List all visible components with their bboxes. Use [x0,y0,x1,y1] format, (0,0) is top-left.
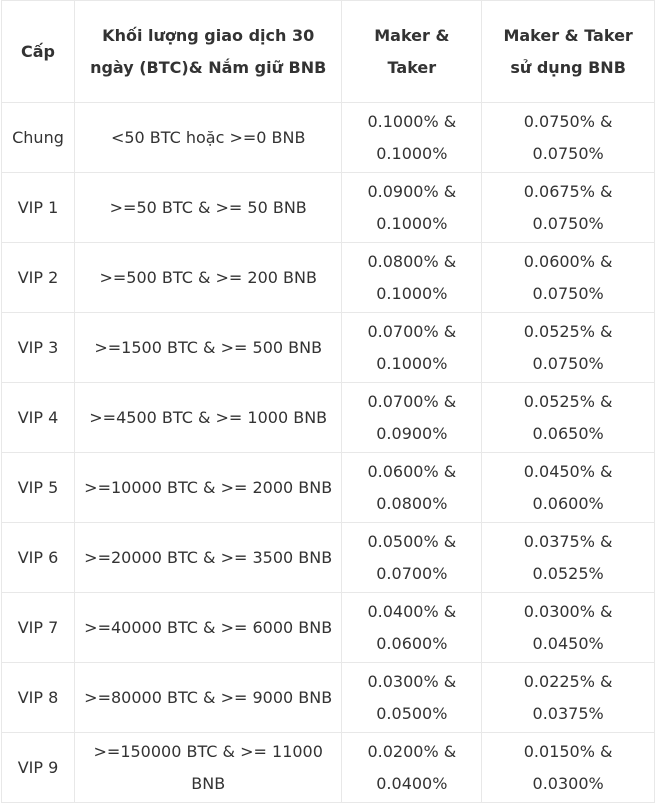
cell-maker-taker-bnb: 0.0750% & 0.0750% [481,102,655,173]
cell-maker-taker-bnb: 0.0675% & 0.0750% [481,172,655,243]
cell-volume-holding: >=20000 BTC & >= 3500 BNB [73,522,343,593]
cell-maker-taker-bnb: 0.0375% & 0.0525% [481,522,655,593]
table-row: VIP 9 >=150000 BTC & >= 11000 BNB 0.0200% … [1,732,655,803]
cell-tier: VIP 8 [1,662,75,733]
cell-tier: VIP 7 [1,592,75,663]
cell-maker-taker: 0.0800% & 0.1000% [341,242,483,313]
cell-maker-taker-bnb: 0.0600% & 0.0750% [481,242,655,313]
table-row: VIP 3 >=1500 BTC & >= 500 BNB 0.0700% & 0.… [1,312,655,383]
cell-maker-taker-bnb: 0.0150% & 0.0300% [481,732,655,803]
cell-maker-taker-bnb: 0.0525% & 0.0750% [481,312,655,383]
cell-maker-taker: 0.0600% & 0.0800% [341,452,483,523]
cell-maker-taker-bnb: 0.0225% & 0.0375% [481,662,655,733]
cell-maker-taker-bnb: 0.0525% & 0.0650% [481,382,655,453]
cell-volume-holding: >=10000 BTC & >= 2000 BNB [73,452,343,523]
cell-maker-taker: 0.0700% & 0.0900% [341,382,483,453]
cell-tier: VIP 9 [1,732,75,803]
cell-volume-holding: >=80000 BTC & >= 9000 BNB [73,662,343,733]
cell-volume-holding: >=50 BTC & >= 50 BNB [73,172,343,243]
cell-volume-holding: >=500 BTC & >= 200 BNB [73,242,343,313]
table-row: VIP 8 >=80000 BTC & >= 9000 BNB 0.0300% & … [1,662,655,733]
cell-tier: VIP 2 [1,242,75,313]
header-tier: Cấp [1,0,75,103]
cell-volume-holding: >=150000 BTC & >= 11000 BNB [73,732,343,803]
table-row: VIP 4 >=4500 BTC & >= 1000 BNB 0.0700% & 0… [1,382,655,453]
cell-tier: Chung [1,102,75,173]
cell-maker-taker: 0.0500% & 0.0700% [341,522,483,593]
cell-maker-taker: 0.0400% & 0.0600% [341,592,483,663]
cell-maker-taker: 0.0700% & 0.1000% [341,312,483,383]
cell-tier: VIP 3 [1,312,75,383]
cell-volume-holding: <50 BTC hoặc >=0 BNB [73,102,343,173]
table-row: VIP 7 >=40000 BTC & >= 6000 BNB 0.0400% & … [1,592,655,663]
table-row: Chung <50 BTC hoặc >=0 BNB 0.1000% & 0.100… [1,102,655,173]
cell-maker-taker: 0.0900% & 0.1000% [341,172,483,243]
cell-maker-taker: 0.0200% & 0.0400% [341,732,483,803]
cell-maker-taker-bnb: 0.0300% & 0.0450% [481,592,655,663]
cell-volume-holding: >=4500 BTC & >= 1000 BNB [73,382,343,453]
header-maker-taker: Maker & Taker [341,0,483,103]
table-header-row: Cấp Khối lượng giao dịch 30 ngày (BTC)& … [1,0,655,103]
cell-tier: VIP 4 [1,382,75,453]
table-row: VIP 5 >=10000 BTC & >= 2000 BNB 0.0600% & … [1,452,655,523]
table-row: VIP 2 >=500 BTC & >= 200 BNB 0.0800% & 0.1… [1,242,655,313]
cell-tier: VIP 6 [1,522,75,593]
cell-maker-taker: 0.1000% & 0.1000% [341,102,483,173]
cell-maker-taker: 0.0300% & 0.0500% [341,662,483,733]
table-row: VIP 1 >=50 BTC & >= 50 BNB 0.0900% & 0.100… [1,172,655,243]
cell-volume-holding: >=40000 BTC & >= 6000 BNB [73,592,343,663]
cell-tier: VIP 1 [1,172,75,243]
cell-maker-taker-bnb: 0.0450% & 0.0600% [481,452,655,523]
cell-volume-holding: >=1500 BTC & >= 500 BNB [73,312,343,383]
cell-tier: VIP 5 [1,452,75,523]
header-maker-taker-bnb: Maker & Taker sử dụng BNB [481,0,655,103]
table-row: VIP 6 >=20000 BTC & >= 3500 BNB 0.0500% & … [1,522,655,593]
header-volume-holding: Khối lượng giao dịch 30 ngày (BTC)& Nắm … [73,0,343,103]
